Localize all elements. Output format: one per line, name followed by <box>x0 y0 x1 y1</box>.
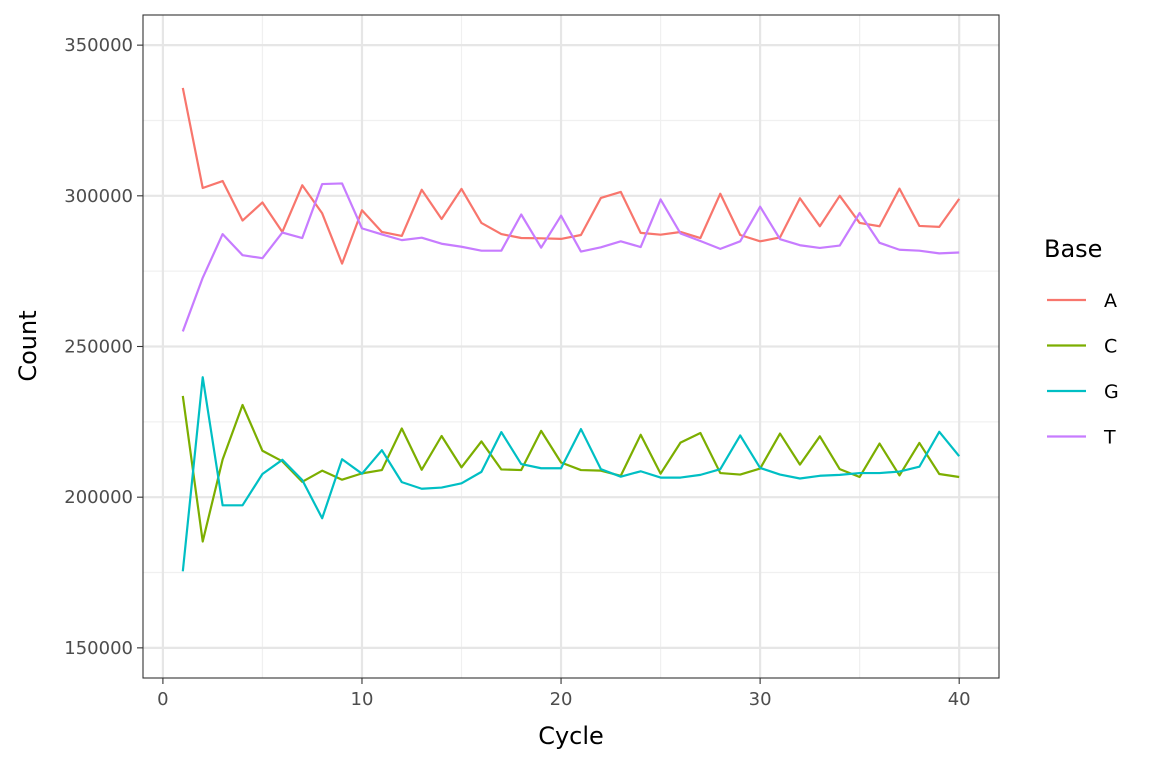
series-line-A <box>181 87 961 265</box>
y-tick-label: 200000 <box>64 487 133 508</box>
axes: 0 10 20 30 40 150000 200000 250000 300000 350000 <box>64 35 970 710</box>
series-line-G <box>181 376 961 572</box>
x-axis-title: Cycle <box>538 722 604 750</box>
grid-lines <box>143 15 999 678</box>
series-line-C <box>181 395 960 543</box>
x-tick-label: 40 <box>948 689 971 710</box>
x-tick-label: 10 <box>351 689 374 710</box>
legend: Base A C G T <box>1044 235 1119 449</box>
y-tick-label: 150000 <box>64 638 133 659</box>
series-line-T <box>181 182 960 332</box>
y-tick-label: 300000 <box>64 186 133 207</box>
legend-label-G: G <box>1104 381 1119 403</box>
x-tick-label: 20 <box>550 689 573 710</box>
y-tick-label: 350000 <box>64 35 133 56</box>
legend-label-T: T <box>1103 427 1116 449</box>
x-tick-label: 0 <box>157 689 168 710</box>
series-lines <box>181 87 961 572</box>
legend-label-A: A <box>1104 290 1117 312</box>
y-tick-label: 250000 <box>64 337 133 358</box>
x-tick-label: 30 <box>749 689 772 710</box>
legend-label-C: C <box>1104 336 1117 358</box>
y-axis-title: Count <box>14 310 42 381</box>
legend-title: Base <box>1044 235 1102 263</box>
